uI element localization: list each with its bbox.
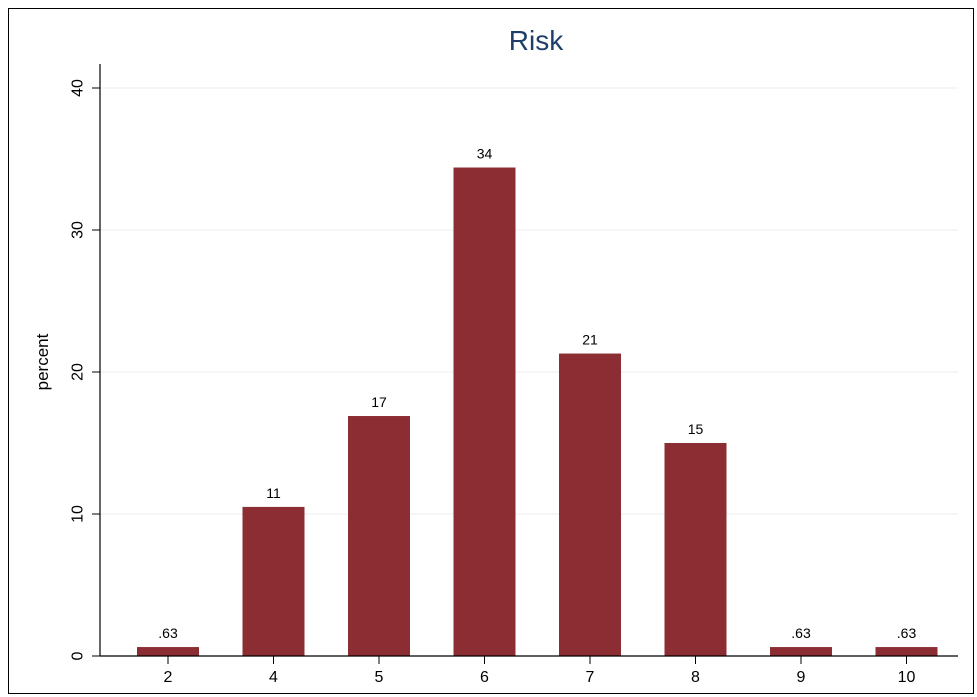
bar-value-label: .63 (791, 625, 811, 641)
bar-4 (242, 506, 305, 656)
bar-8 (664, 443, 727, 656)
label-layer: 0 10 20 30 40 .63 2 11 4 17 5 34 6 21 7 15 8 .63 9 .63 10 (70, 79, 917, 686)
axis-layer (92, 64, 958, 664)
bar-value-label: 21 (582, 332, 598, 348)
x-tick-label: 9 (797, 669, 806, 686)
bar-value-label: .63 (897, 625, 917, 641)
bar-7 (559, 353, 621, 656)
y-tick-label: 20 (70, 363, 87, 381)
y-tick-label: 10 (70, 505, 87, 523)
bar-5 (348, 416, 410, 656)
x-tick-label: 10 (898, 669, 916, 686)
bar-value-label: 17 (371, 394, 387, 410)
x-tick-label: 2 (164, 669, 173, 686)
y-tick-label: 30 (70, 221, 87, 239)
y-axis-label: percent (33, 333, 52, 390)
bar-value-label: .63 (158, 625, 178, 641)
y-tick-label: 0 (70, 651, 87, 660)
bar-2 (137, 647, 199, 656)
x-tick-label: 5 (375, 669, 384, 686)
x-tick-label: 6 (480, 669, 489, 686)
bar-value-label: 15 (688, 421, 704, 437)
bar-layer (137, 167, 938, 656)
y-tick-label: 40 (70, 79, 87, 97)
bar-value-label: 34 (477, 146, 493, 162)
x-tick-label: 4 (269, 669, 278, 686)
chart-title: Risk (509, 25, 564, 56)
grid-layer (100, 87, 958, 515)
x-tick-label: 8 (691, 669, 700, 686)
bar-value-label: 11 (266, 485, 281, 501)
bar-10 (875, 647, 938, 656)
bar-6 (453, 167, 516, 656)
x-tick-label: 7 (586, 669, 595, 686)
bar-9 (770, 647, 832, 656)
